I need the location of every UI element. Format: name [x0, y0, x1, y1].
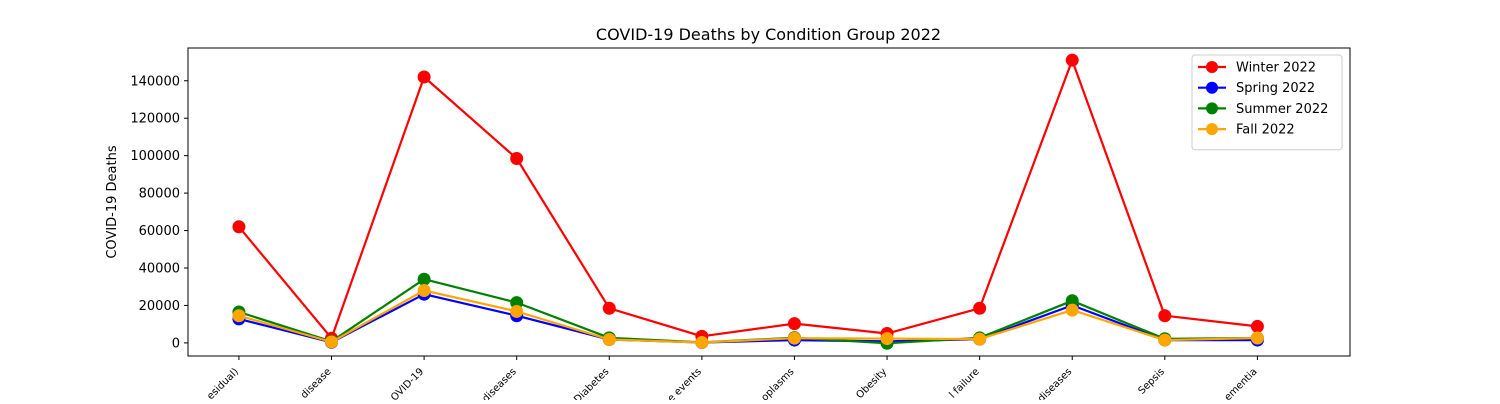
x-tick-label: e events [666, 366, 704, 400]
series-line-fall-2022 [238, 289, 1258, 344]
data-point-winter-2022 [602, 301, 616, 315]
x-tick-label: diseases [480, 366, 518, 400]
y-tick-label: 80000 [139, 187, 180, 202]
data-point-fall-2022 [1065, 303, 1079, 317]
data-point-fall-2022 [695, 336, 709, 350]
legend-label-summer-2022: Summer 2022 [1236, 102, 1328, 117]
data-point-fall-2022 [510, 304, 524, 318]
x-tick-label: l failure [947, 366, 981, 400]
data-point-summer-2022 [417, 272, 431, 286]
data-point-winter-2022 [1250, 319, 1264, 333]
x-tick-label: oplasms [759, 366, 796, 400]
data-point-winter-2022 [1065, 53, 1079, 67]
x-tick-label: ementia [1223, 366, 1260, 400]
data-point-fall-2022 [325, 335, 339, 349]
data-point-fall-2022 [973, 332, 987, 346]
data-point-fall-2022 [1250, 331, 1264, 345]
y-tick-label: 100000 [130, 149, 180, 164]
y-tick-label: 120000 [130, 112, 180, 127]
y-axis-label: COVID-19 Deaths [105, 145, 120, 258]
legend-marker-spring-2022 [1206, 81, 1218, 94]
legend-marker-fall-2022 [1206, 123, 1218, 136]
data-point-winter-2022 [232, 220, 246, 234]
data-point-fall-2022 [602, 333, 616, 347]
x-tick-label: esidual) [205, 366, 241, 400]
legend-label-spring-2022: Spring 2022 [1236, 81, 1315, 96]
legend-marker-summer-2022 [1206, 102, 1218, 115]
series-line-winter-2022 [238, 59, 1258, 340]
legend-box [1191, 54, 1343, 151]
data-point-winter-2022 [973, 301, 987, 315]
data-point-winter-2022 [510, 151, 524, 165]
data-point-fall-2022 [232, 309, 246, 323]
chart-title: COVID-19 Deaths by Condition Group 2022 [596, 25, 941, 44]
x-tick-label: Sepsis [1137, 366, 1167, 396]
x-tick-label: diseases [1036, 366, 1074, 400]
legend-marker-winter-2022 [1206, 61, 1218, 73]
data-point-winter-2022 [1158, 309, 1172, 323]
data-point-fall-2022 [880, 332, 894, 346]
y-tick-label: 60000 [139, 224, 180, 239]
data-point-winter-2022 [787, 317, 801, 331]
data-point-fall-2022 [787, 331, 801, 345]
data-point-fall-2022 [1158, 333, 1172, 347]
x-tick-label: OVID-19 [389, 366, 426, 400]
y-tick-label: 20000 [139, 299, 180, 314]
y-tick-label: 140000 [130, 74, 180, 89]
legend-label-fall-2022: Fall 2022 [1236, 123, 1295, 138]
x-tick-label: Obesity [854, 366, 889, 400]
y-tick-label: 40000 [139, 262, 180, 277]
x-tick-label: disease [299, 366, 334, 400]
y-tick-label: 0 [172, 336, 180, 351]
legend-label-winter-2022: Winter 2022 [1236, 61, 1316, 76]
x-tick-label: Diabetes [572, 366, 611, 400]
plot-frame [187, 47, 1351, 357]
data-point-winter-2022 [417, 70, 431, 84]
data-point-fall-2022 [417, 283, 431, 297]
